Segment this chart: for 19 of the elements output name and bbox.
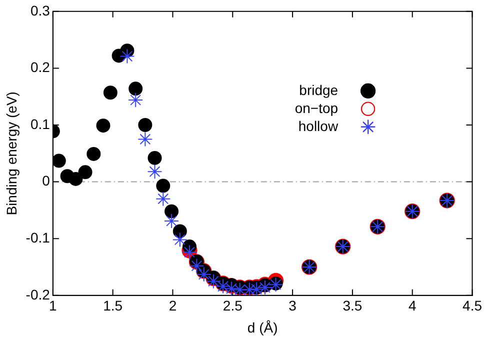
x-tick-label: 2.5: [222, 298, 243, 314]
x-tick-label: 1.5: [103, 298, 123, 314]
legend-label: bridge: [299, 82, 338, 98]
legend-label: on−top: [294, 100, 338, 116]
y-axis-title: Binding energy (eV): [3, 92, 20, 216]
y-tick-label: 0.1: [30, 116, 50, 132]
x-tick-label: 3: [288, 298, 297, 314]
x-tick-label: 4: [408, 298, 416, 314]
y-tick-label: 0: [42, 172, 50, 189]
y-tick-label: 0.2: [30, 59, 50, 76]
x-tick-label: 2: [168, 298, 177, 314]
y-tick-label: -0.1: [26, 229, 50, 246]
x-tick-label: 1: [49, 298, 58, 314]
y-tick-label: 0.3: [30, 2, 50, 18]
legend-label: hollow: [298, 118, 339, 134]
x-tick-label: 3.5: [342, 298, 362, 314]
x-axis-title: d (Å): [247, 319, 278, 336]
x-tick-label: 4.5: [462, 298, 482, 314]
y-tick-label: -0.2: [26, 286, 50, 302]
